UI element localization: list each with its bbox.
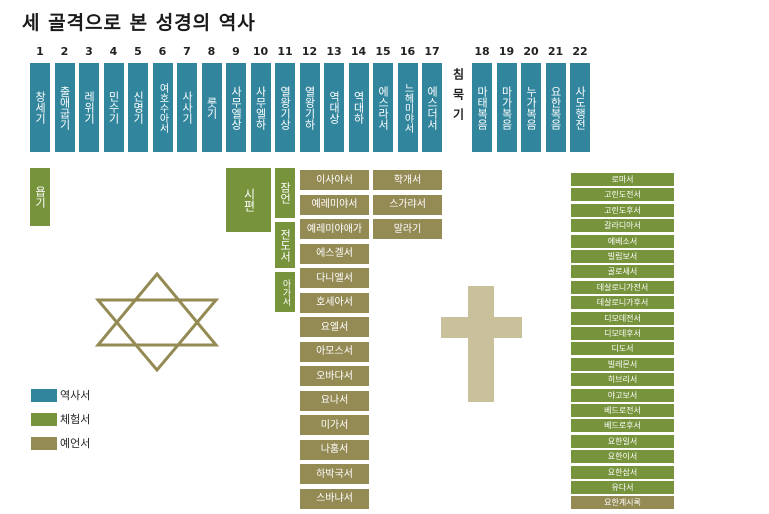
epistle-book: 갈라디아서 (571, 219, 674, 233)
gospel-book: 누가복음 (521, 63, 541, 152)
history-book: 열왕기상 (275, 63, 295, 152)
page-title: 세 골격으로 본 성경의 역사 (22, 12, 256, 34)
book-number: 9 (232, 45, 240, 58)
book-proverbs: 잠언 (275, 168, 295, 218)
history-book: 사무엘하 (250, 63, 271, 152)
prophecy-book: 말라기 (373, 219, 442, 239)
prophecy-book: 요엘서 (300, 317, 369, 337)
history-book: 에스라서 (373, 63, 393, 152)
history-book: 레위기 (79, 63, 99, 152)
book-number: 4 (109, 45, 118, 58)
epistle-book: 고린도후서 (571, 203, 674, 217)
gospel-book: 사도행전 (570, 63, 590, 152)
history-book: 출애굽기 (54, 63, 75, 152)
legend-label-history: 역사서 (60, 389, 91, 402)
history-book: 신명기 (128, 63, 148, 152)
book-number: 2 (60, 45, 69, 58)
book-job: 욥기 (30, 168, 50, 226)
gospel-book: 마가복음 (496, 63, 517, 152)
book-number: 3 (85, 45, 93, 58)
prophecy-book: 오바댜서 (300, 366, 369, 386)
legend-label-experience: 체험서 (60, 413, 91, 426)
prophecy-book: 이사야서 (300, 170, 369, 190)
epistle-book: 빌립보서 (571, 250, 674, 263)
epistle-book: 디도서 (571, 342, 674, 356)
prophecy-book: 요나서 (300, 390, 369, 411)
epistle-book: 요한이서 (571, 450, 674, 464)
gospel-book: 마태복음 (472, 63, 492, 152)
prophecy-book: 미가서 (300, 415, 369, 435)
prophecy-book: 아모스서 (300, 341, 369, 362)
history-book: 룻기 (201, 63, 222, 152)
book-number: 8 (207, 45, 216, 58)
prophecy-book: 예레미야서 (300, 194, 369, 215)
epistle-book: 요한일서 (571, 434, 674, 448)
history-book: 사사기 (177, 63, 197, 152)
legend-swatch-experience (31, 413, 57, 426)
gospel-book: 요한복음 (545, 63, 566, 152)
epistle-book: 디모데전서 (571, 311, 674, 325)
epistle-book: 로마서 (571, 173, 674, 186)
book-psalms: 시편 (226, 168, 271, 232)
history-book: 에스더서 (422, 63, 442, 152)
history-book: 열왕기하 (299, 63, 320, 152)
book-number: 1 (36, 45, 44, 58)
prophecy-book: 학개서 (373, 170, 442, 190)
book-number: 18 (474, 45, 490, 58)
epistle-book: 데살로니가전서 (571, 280, 674, 294)
book-number: 7 (183, 45, 191, 58)
book-number: 11 (277, 45, 293, 58)
history-book: 창세기 (30, 63, 50, 152)
book-number: 13 (326, 45, 342, 58)
history-book: 역대상 (324, 63, 344, 152)
epistle-book: 데살로니가후서 (571, 296, 674, 310)
book-number: 21 (547, 45, 564, 58)
book-number: 5 (134, 45, 142, 58)
star-of-david-icon (95, 272, 220, 372)
prophecy-book: 호세아서 (300, 292, 369, 313)
history-book: 역대하 (348, 63, 369, 152)
book-number: 16 (399, 45, 416, 58)
epistle-book: 요한삼서 (571, 465, 674, 479)
epistle-book: 베드로전서 (571, 404, 674, 417)
book-song-of-songs: 아가서 (275, 272, 295, 312)
history-book: 느헤미야서 (397, 63, 418, 152)
revelation-book: 요한계시록 (571, 496, 674, 510)
epistle-book: 베드로후서 (571, 419, 674, 433)
cross-icon (441, 286, 522, 402)
book-number: 12 (301, 45, 318, 58)
epistle-book: 고린도전서 (571, 188, 674, 202)
prophecy-book: 나훔서 (300, 439, 369, 460)
book-number: 17 (424, 45, 440, 58)
prophecy-book: 다니엘서 (300, 268, 369, 288)
prophecy-book: 스바냐서 (300, 488, 369, 509)
book-number: 6 (158, 45, 167, 58)
legend-label-prophecy: 예언서 (60, 437, 91, 450)
book-ecclesiastes: 전도서 (275, 222, 295, 268)
epistle-book: 디모데후서 (571, 327, 674, 340)
legend-swatch-history (31, 389, 57, 402)
prophecy-book: 에스겔서 (300, 243, 369, 264)
history-book: 민수기 (103, 63, 124, 152)
legend-swatch-prophecy (31, 437, 57, 450)
book-number: 14 (350, 45, 367, 58)
epistle-book: 빌레몬서 (571, 357, 674, 371)
book-number: 22 (572, 45, 588, 58)
epistle-book: 야고보서 (571, 388, 674, 402)
book-number: 20 (523, 45, 539, 58)
prophecy-book: 하박국서 (300, 464, 369, 484)
history-book: 사무엘상 (226, 63, 246, 152)
epistle-book: 유다서 (571, 481, 674, 494)
book-number: 10 (252, 45, 269, 58)
history-book: 여호수아서 (152, 63, 173, 152)
epistle-book: 히브리서 (571, 373, 674, 387)
prophecy-book: 예레미야애가 (300, 219, 369, 239)
silence-period-label: 침묵기 (451, 68, 465, 128)
epistle-book: 에베소서 (571, 234, 674, 248)
epistle-book: 골로새서 (571, 265, 674, 279)
prophecy-book: 스가랴서 (373, 194, 442, 215)
book-number: 15 (375, 45, 391, 58)
book-number: 19 (498, 45, 515, 58)
